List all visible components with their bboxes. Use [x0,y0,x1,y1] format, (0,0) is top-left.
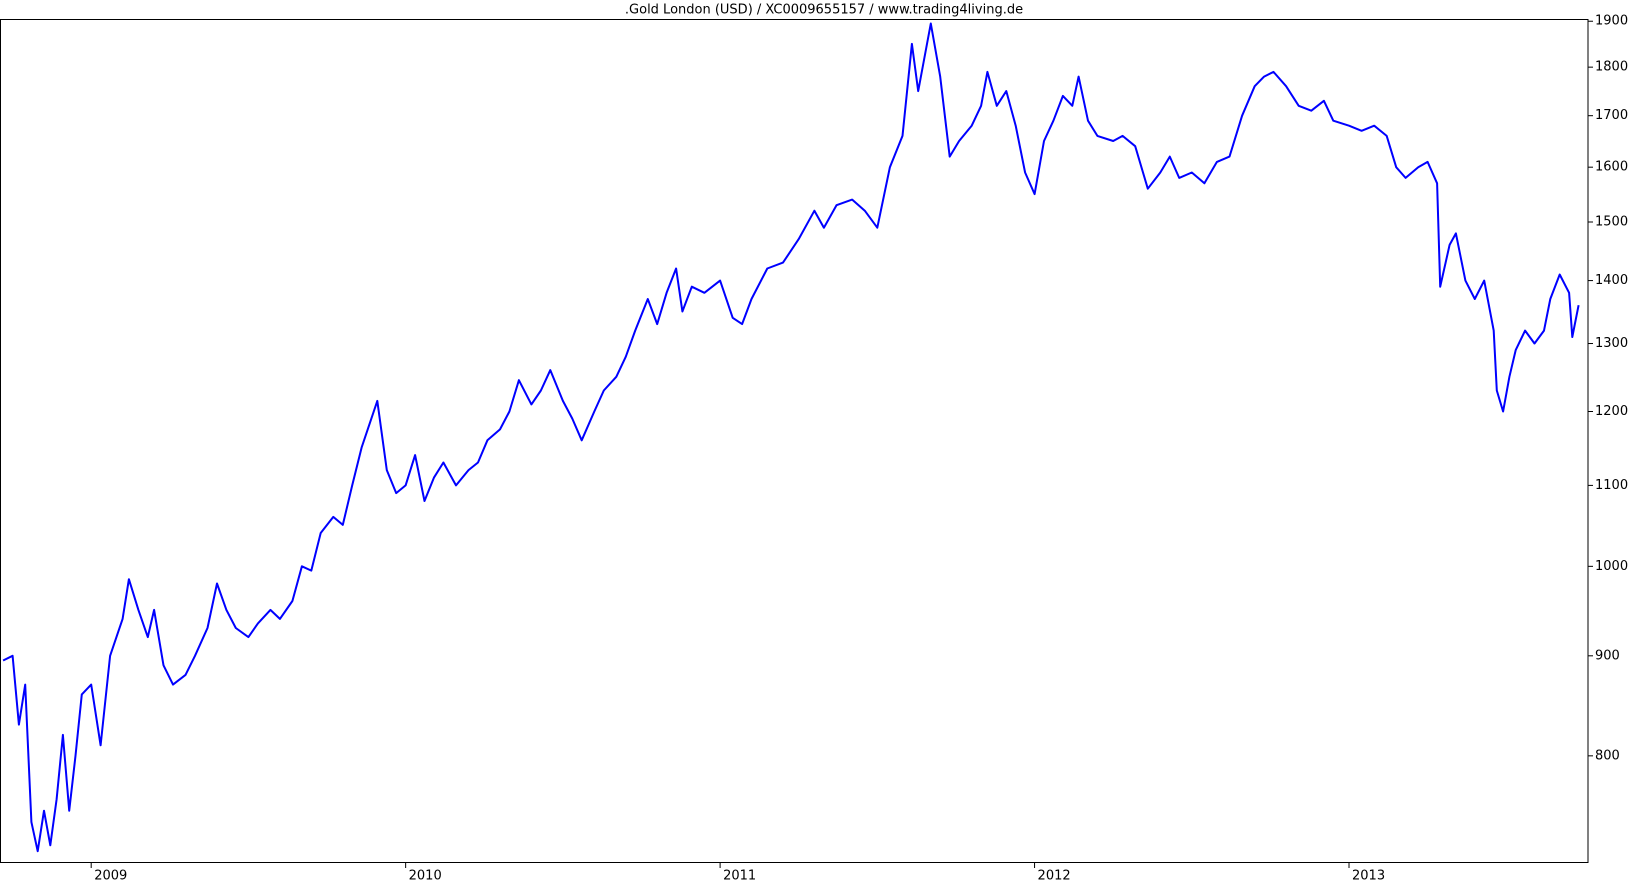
x-tick-label: 2010 [409,869,442,884]
y-tick-label: 1800 [1595,60,1628,75]
y-tick-label: 1400 [1595,273,1628,288]
chart-title: .Gold London (USD) / XC0009655157 / www.… [625,3,1023,18]
plot-frame [0,19,1589,863]
x-tick-label: 2012 [1038,869,1071,884]
y-tick-label: 1200 [1595,404,1628,419]
y-tick-label: 900 [1595,648,1620,663]
price-line [2,22,1580,853]
y-tick-label: 1000 [1595,559,1628,574]
x-tick-label: 2009 [94,869,127,884]
y-tick-label: 1500 [1595,214,1628,229]
y-tick-label: 1900 [1595,14,1628,29]
y-tick-label: 800 [1595,748,1620,763]
y-tick-label: 1600 [1595,160,1628,175]
x-tick-label: 2013 [1352,869,1385,884]
y-tick-label: 1300 [1595,336,1628,351]
y-tick-label: 1700 [1595,108,1628,123]
x-tick-label: 2011 [723,869,756,884]
y-tick-label: 1100 [1595,478,1628,493]
